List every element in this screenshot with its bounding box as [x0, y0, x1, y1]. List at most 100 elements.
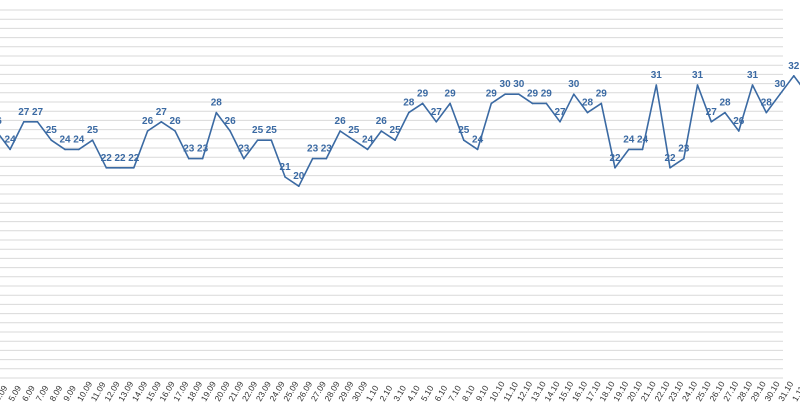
- data-label: 25: [390, 125, 402, 136]
- data-point: [78, 148, 80, 151]
- data-point: [105, 167, 108, 169]
- x-tick-label: 6.09: [20, 383, 37, 403]
- data-point: [201, 157, 204, 160]
- x-tick-label: 6.10: [432, 383, 449, 403]
- data-label: 24: [637, 134, 649, 145]
- data-point: [779, 93, 781, 95]
- data-point: [311, 157, 314, 160]
- data-point: [683, 157, 685, 160]
- x-tick-label: 4.09: [0, 383, 9, 403]
- x-tick-label: 7.10: [446, 383, 463, 403]
- data-point: [628, 148, 630, 151]
- data-point: [421, 102, 424, 105]
- data-point: [435, 121, 438, 123]
- data-label: 29: [596, 88, 608, 99]
- x-tick-label: 8.10: [460, 383, 477, 403]
- data-label: 28: [211, 98, 223, 109]
- data-label: 25: [458, 125, 470, 136]
- data-point: [339, 130, 341, 132]
- data-label: 21: [280, 162, 292, 173]
- data-label: 31: [651, 70, 663, 81]
- data-label: 28: [403, 98, 415, 109]
- data-label: 28: [719, 98, 731, 109]
- data-label: 25: [46, 125, 58, 136]
- x-tick-label: 7.09: [34, 383, 51, 403]
- data-point: [353, 139, 355, 141]
- gridlines: [0, 9, 783, 379]
- data-point: [531, 102, 534, 105]
- data-point: [408, 111, 410, 114]
- data-label: 26: [225, 116, 237, 127]
- data-label: 22: [664, 153, 676, 164]
- data-point: [243, 157, 245, 160]
- data-point: [91, 139, 94, 141]
- data-label: 23: [197, 144, 209, 155]
- data-label: 29: [445, 88, 457, 99]
- data-label: 23: [678, 144, 690, 155]
- data-label: 22: [128, 153, 140, 164]
- data-point: [64, 148, 66, 151]
- data-point: [23, 121, 25, 123]
- data-label: 25: [87, 125, 99, 136]
- data-point: [160, 121, 163, 123]
- data-point: [270, 139, 273, 141]
- data-label: 26: [142, 116, 154, 127]
- data-point: [641, 148, 644, 151]
- data-label: 23: [321, 144, 333, 155]
- data-label: 29: [486, 88, 498, 99]
- data-label: 25: [348, 125, 360, 136]
- data-point: [394, 139, 396, 141]
- data-point: [36, 121, 39, 123]
- data-point: [724, 111, 726, 114]
- data-point: [710, 121, 713, 123]
- data-label: 30: [500, 79, 512, 90]
- data-point: [559, 121, 561, 123]
- data-point: [298, 185, 300, 187]
- x-tick-label: 5.10: [419, 383, 436, 403]
- data-point: [188, 157, 190, 160]
- data-point: [669, 167, 671, 169]
- data-label: 22: [114, 153, 126, 164]
- series-line: [0, 75, 800, 187]
- x-tick-label: 3.10: [391, 383, 408, 403]
- data-point: [133, 167, 135, 169]
- data-label: 27: [431, 107, 443, 118]
- data-labels: 2624272725242425222222262726232328262325…: [0, 61, 800, 187]
- x-tick-label: 1.11: [790, 384, 800, 403]
- data-label: 27: [18, 107, 30, 118]
- x-tick-label: 9.10: [474, 383, 491, 403]
- data-point: [518, 93, 520, 95]
- data-point: [380, 130, 383, 132]
- data-label: 26: [335, 116, 347, 127]
- data-point: [476, 148, 479, 151]
- data-label: 24: [59, 134, 71, 145]
- data-point: [738, 130, 740, 132]
- data-label: 25: [252, 125, 264, 136]
- data-point: [600, 102, 603, 105]
- data-label: 30: [774, 79, 786, 90]
- data-point: [490, 102, 493, 105]
- data-label: 24: [73, 134, 85, 145]
- data-label: 31: [692, 70, 704, 81]
- data-label: 24: [623, 134, 635, 145]
- data-point: [119, 167, 121, 169]
- data-label: 23: [183, 144, 195, 155]
- x-tick-label: 9.09: [61, 383, 78, 403]
- data-label: 24: [362, 134, 374, 145]
- x-tick-label: 5.09: [6, 383, 23, 403]
- data-point: [146, 130, 149, 132]
- data-point: [9, 148, 11, 151]
- data-label: 28: [582, 98, 594, 109]
- data-label: 29: [527, 88, 539, 99]
- data-point: [366, 148, 369, 151]
- data-point: [284, 176, 286, 178]
- data-point: [586, 111, 589, 114]
- x-axis-tick-labels: 4.095.096.097.098.099.0910.0911.0912.091…: [0, 379, 800, 403]
- data-label: 27: [32, 107, 44, 118]
- data-point: [504, 93, 506, 95]
- data-point: [215, 111, 218, 114]
- data-point: [256, 139, 259, 141]
- data-label: 28: [761, 98, 773, 109]
- data-label: 29: [417, 88, 429, 99]
